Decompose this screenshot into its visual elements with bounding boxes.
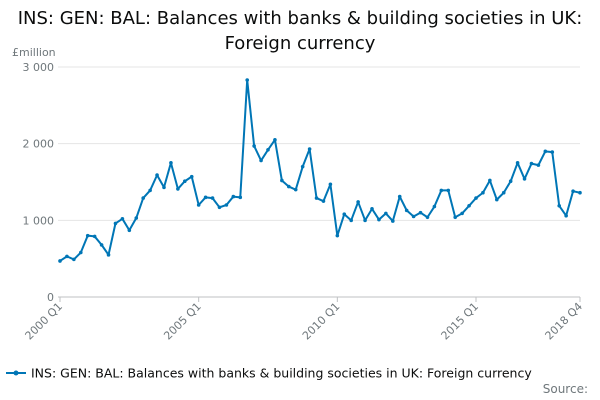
data-point[interactable] <box>127 228 132 233</box>
data-point[interactable] <box>120 217 125 221</box>
data-point[interactable] <box>300 164 305 169</box>
data-point[interactable] <box>529 161 534 166</box>
data-point[interactable] <box>515 161 520 165</box>
data-point[interactable] <box>238 195 243 200</box>
data-point[interactable] <box>210 196 215 200</box>
data-point[interactable] <box>307 147 312 151</box>
data-point[interactable] <box>564 213 568 218</box>
chart-title: INS: GEN: BAL: Balances with banks & bui… <box>17 8 583 54</box>
data-point[interactable] <box>169 161 173 165</box>
data-point[interactable] <box>536 163 541 167</box>
data-point[interactable] <box>328 182 333 187</box>
y-tick-label: 1 000 <box>23 214 55 227</box>
data-point[interactable] <box>217 205 222 210</box>
data-point[interactable] <box>176 187 180 191</box>
y-tick-label: 0 <box>47 291 54 304</box>
series-layer <box>58 78 582 263</box>
source-label: Source: <box>543 382 588 396</box>
data-point[interactable] <box>356 200 360 204</box>
data-point[interactable] <box>134 216 139 220</box>
data-point[interactable] <box>314 196 319 200</box>
x-tick-label: 2005 Q1 <box>161 300 204 343</box>
gridlines <box>58 66 580 298</box>
data-point[interactable] <box>543 149 548 154</box>
y-axis-unit-label: £million <box>12 46 56 59</box>
data-point[interactable] <box>72 257 76 262</box>
data-point[interactable] <box>99 243 104 247</box>
data-point[interactable] <box>384 211 388 216</box>
data-point[interactable] <box>404 208 409 213</box>
y-tick-label: 3 000 <box>23 61 55 74</box>
data-point[interactable] <box>460 211 464 216</box>
data-point[interactable] <box>481 190 485 195</box>
data-point[interactable] <box>418 210 423 215</box>
data-point[interactable] <box>578 190 582 195</box>
legend[interactable]: INS: GEN: BAL: Balances with banks & bui… <box>6 366 532 381</box>
y-tick-label: 2 000 <box>23 138 55 151</box>
y-axis-ticks: 0 1 000 2 000 3 000 <box>23 61 55 304</box>
data-point[interactable] <box>280 178 284 183</box>
data-point[interactable] <box>550 150 555 154</box>
data-point[interactable] <box>148 188 152 193</box>
series-line <box>59 79 581 262</box>
data-point[interactable] <box>557 203 561 208</box>
data-point[interactable] <box>189 174 194 179</box>
data-point[interactable] <box>432 204 437 209</box>
x-tick-label: 2018 Q4 <box>543 300 586 343</box>
data-point[interactable] <box>155 173 159 177</box>
data-point[interactable] <box>106 253 111 257</box>
data-point[interactable] <box>183 179 187 184</box>
data-point[interactable] <box>79 250 83 255</box>
x-tick-label: 2000 Q1 <box>23 300 66 343</box>
data-point[interactable] <box>231 194 236 199</box>
legend-marker-icon <box>13 370 19 376</box>
data-point[interactable] <box>245 78 249 82</box>
data-point[interactable] <box>65 254 69 259</box>
data-point[interactable] <box>224 203 229 207</box>
data-point[interactable] <box>113 221 118 226</box>
data-point[interactable] <box>259 158 263 163</box>
data-point[interactable] <box>391 219 395 223</box>
data-point[interactable] <box>203 195 208 200</box>
x-tick-label: 2015 Q1 <box>439 300 482 343</box>
data-point[interactable] <box>349 218 354 223</box>
data-point[interactable] <box>92 234 97 239</box>
data-point[interactable] <box>411 214 416 219</box>
data-point[interactable] <box>453 215 458 220</box>
data-point[interactable] <box>287 184 291 189</box>
data-point[interactable] <box>293 187 298 192</box>
data-point[interactable] <box>425 215 430 220</box>
data-point[interactable] <box>377 217 381 222</box>
data-point[interactable] <box>397 194 402 199</box>
data-point[interactable] <box>252 144 256 148</box>
data-point[interactable] <box>467 203 471 208</box>
data-point[interactable] <box>266 148 270 152</box>
data-point[interactable] <box>501 190 506 195</box>
data-point[interactable] <box>446 188 451 193</box>
data-point[interactable] <box>335 233 340 238</box>
legend-series-label: INS: GEN: BAL: Balances with banks & bui… <box>31 366 532 381</box>
data-point[interactable] <box>495 197 499 202</box>
data-point[interactable] <box>342 212 347 216</box>
data-point[interactable] <box>141 196 145 200</box>
data-point[interactable] <box>474 196 478 200</box>
data-point[interactable] <box>162 185 166 190</box>
data-point[interactable] <box>58 259 62 263</box>
data-point[interactable] <box>363 218 367 223</box>
x-axis-ticks: 2000 Q1 2005 Q1 2010 Q1 2015 Q1 2018 Q4 <box>23 297 586 343</box>
data-point[interactable] <box>196 203 201 207</box>
data-point[interactable] <box>370 207 374 211</box>
data-point[interactable] <box>508 179 513 184</box>
x-tick-label: 2010 Q1 <box>300 300 343 343</box>
data-point[interactable] <box>571 189 575 193</box>
data-point[interactable] <box>85 233 90 238</box>
data-point[interactable] <box>522 177 527 181</box>
data-point[interactable] <box>321 199 326 203</box>
data-point[interactable] <box>439 188 444 193</box>
data-point[interactable] <box>488 178 492 183</box>
data-point[interactable] <box>273 138 277 142</box>
